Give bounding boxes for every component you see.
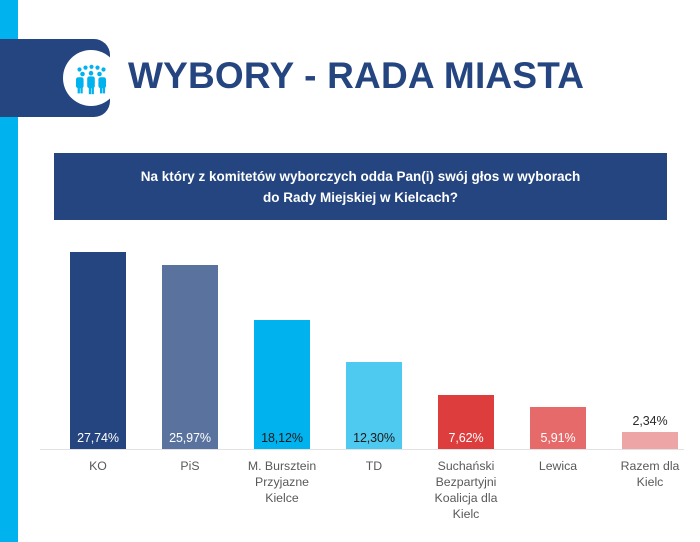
bar-value-label: 18,12% (261, 431, 303, 445)
bar-group: 18,12% (236, 236, 328, 449)
chart-baseline-axis (40, 449, 684, 450)
bar-value-label: 12,30% (353, 431, 395, 445)
bar-value-label: 5,91% (540, 431, 576, 445)
chart-category-axis: KO PiS M. Bursztein Przyjazne Kielce TD Suchań… (36, 452, 684, 536)
question-line-1: Na który z komitetów wyborczych odda Pan… (140, 168, 581, 184)
bar (530, 407, 586, 449)
bar (70, 252, 126, 449)
people-group-icon (63, 50, 119, 106)
bar-value-label: 25,97% (169, 431, 211, 445)
bar-value-label: 27,74% (77, 431, 119, 445)
category-label: Lewica (538, 459, 578, 473)
category-label: Suchański Bezpartyjni Koalicja dla Kielc (434, 459, 498, 521)
bar (254, 320, 310, 449)
bar (622, 432, 678, 449)
bar-group: 25,97% (144, 236, 236, 449)
category-label: PiS (180, 459, 200, 473)
bar-group: 12,30% (328, 236, 420, 449)
bar-group: 27,74% (52, 236, 144, 449)
chart-plot-area: 27,74% 25,97% 18,12% 12,30% 7,62% 5,91% 2,34% (36, 236, 684, 450)
bar (346, 362, 402, 449)
question-text: Na który z komitetów wyborczych odda Pan… (141, 166, 581, 208)
question-line-2: do Rady Miejskiej w Kielcach? (262, 189, 459, 205)
bar-chart: 27,74% 25,97% 18,12% 12,30% 7,62% 5,91% 2,34% … (36, 236, 684, 536)
question-banner: Na który z komitetów wyborczych odda Pan… (54, 153, 667, 220)
category-label: M. Bursztein Przyjazne Kielce (247, 459, 317, 505)
bar (162, 265, 218, 449)
bar (438, 395, 494, 449)
page-title: WYBORY - RADA MIASTA (128, 55, 585, 96)
bar-value-label: 7,62% (448, 431, 484, 445)
bar-group: 2,34% (604, 236, 696, 449)
bar-group: 5,91% (512, 236, 604, 449)
category-label: KO (89, 459, 107, 473)
category-label: Razem dla Kielc (620, 459, 680, 489)
bar-group: 7,62% (420, 236, 512, 449)
left-accent-strip (0, 0, 18, 542)
bar-value-label: 2,34% (632, 414, 668, 428)
category-label: TD (365, 459, 383, 473)
